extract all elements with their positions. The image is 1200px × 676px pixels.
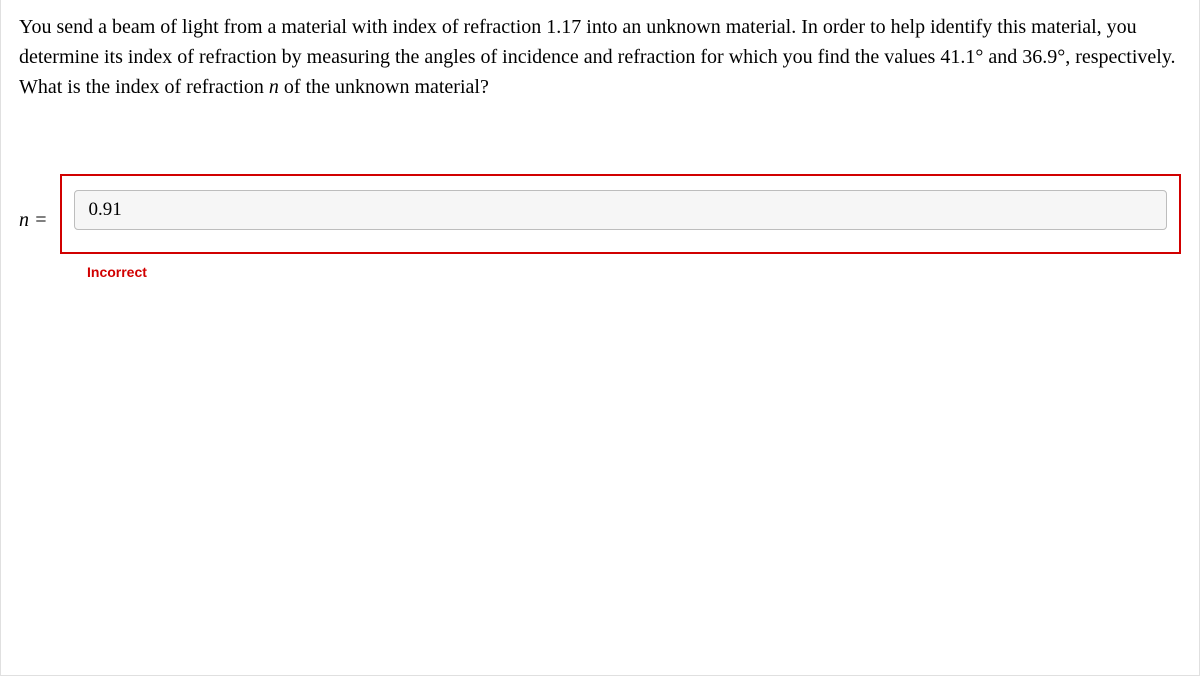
answer-variable-label: n = [19,197,48,232]
answer-input[interactable] [74,190,1168,230]
answer-box [60,174,1182,254]
feedback-text: Incorrect [87,264,1181,280]
question-variable-n: n [269,76,279,98]
question-container: You send a beam of light from a material… [0,0,1200,676]
question-text-part-1: You send a beam of light from a material… [19,16,1176,98]
question-text: You send a beam of light from a material… [19,12,1181,102]
question-text-part-2: of the unknown material? [279,76,489,98]
answer-row: n = [19,174,1181,254]
